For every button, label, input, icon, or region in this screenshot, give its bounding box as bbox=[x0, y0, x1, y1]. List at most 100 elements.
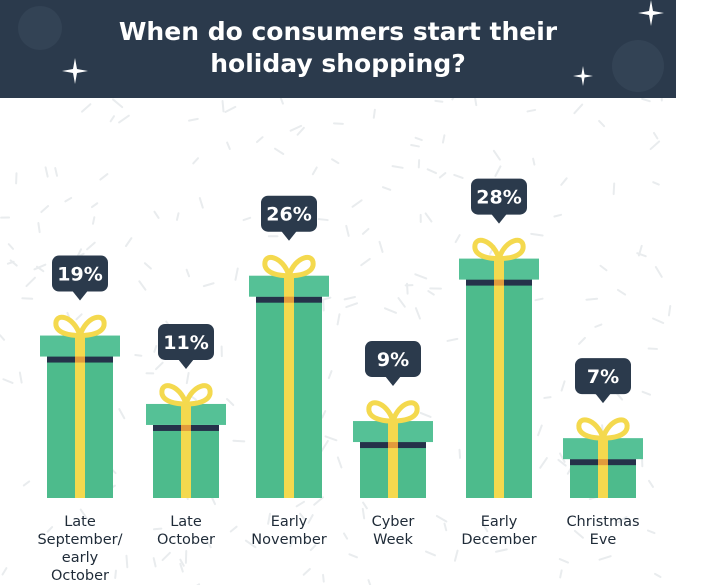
confetti-dash bbox=[298, 512, 306, 520]
bar-ribbon bbox=[388, 421, 398, 498]
value-bubble-pointer bbox=[281, 230, 297, 241]
confetti-dash bbox=[152, 527, 163, 531]
confetti-dash bbox=[559, 452, 566, 463]
category-label: Early December bbox=[461, 514, 536, 548]
confetti-dash bbox=[309, 544, 317, 552]
bar-ribbon-knot bbox=[181, 424, 191, 431]
category-label: Early November bbox=[251, 514, 326, 548]
category-label: Late September/early October bbox=[37, 514, 122, 584]
confetti-dash bbox=[255, 136, 264, 144]
confetti-dash bbox=[641, 98, 651, 103]
data-label: 28% bbox=[476, 187, 521, 209]
confetti-dash bbox=[153, 345, 158, 353]
confetti-dash bbox=[118, 114, 130, 124]
confetti-dash bbox=[289, 124, 303, 132]
confetti-dash bbox=[114, 569, 117, 579]
bar-ribbon bbox=[181, 403, 191, 498]
bar-ribbon-knot bbox=[598, 459, 608, 466]
category-label-line: early bbox=[62, 550, 99, 566]
confetti-dash bbox=[229, 525, 238, 533]
confetti-dash bbox=[91, 216, 96, 225]
confetti-dash bbox=[372, 108, 376, 119]
confetti-dash bbox=[109, 115, 116, 123]
confetti-dash bbox=[125, 554, 129, 569]
category-label-line: Christmas bbox=[566, 514, 639, 530]
confetti-dash bbox=[192, 157, 200, 165]
value-bubble-pointer bbox=[72, 290, 88, 301]
confetti-dash bbox=[155, 361, 164, 371]
confetti-dash bbox=[427, 290, 435, 296]
bar-ribbon-knot bbox=[75, 356, 85, 363]
confetti-dash bbox=[175, 212, 180, 221]
confetti-dash bbox=[18, 371, 23, 384]
confetti-dash bbox=[2, 378, 14, 384]
value-bubble-pointer bbox=[385, 376, 401, 387]
confetti-dash bbox=[0, 334, 6, 341]
confetti-dash bbox=[242, 216, 252, 222]
title-line-2: holiday shopping? bbox=[210, 49, 466, 78]
confetti-dash bbox=[54, 167, 59, 177]
confetti-dash bbox=[202, 282, 215, 288]
bow-loop-right bbox=[183, 383, 213, 407]
confetti-dash bbox=[654, 266, 663, 278]
category-label-line: Cyber bbox=[372, 514, 415, 530]
bar-ribbon-knot bbox=[494, 279, 504, 286]
confetti-dash bbox=[336, 456, 343, 469]
confetti-dash bbox=[649, 140, 661, 151]
category-label: Late October bbox=[157, 514, 215, 548]
sparkle-icon bbox=[638, 0, 664, 26]
gift-bow-icon bbox=[53, 314, 107, 339]
confetti-dash bbox=[46, 526, 54, 533]
confetti-dash bbox=[153, 210, 160, 219]
bow-loop-right bbox=[496, 237, 526, 262]
data-label: 19% bbox=[57, 264, 102, 286]
confetti-dash bbox=[534, 297, 544, 302]
sparkle-icon bbox=[62, 58, 88, 84]
confetti-dash bbox=[81, 103, 92, 113]
gift-bar: 7% bbox=[563, 358, 643, 498]
gift-bar: 28% bbox=[459, 178, 539, 498]
confetti-dash bbox=[226, 398, 235, 407]
confetti-dash bbox=[454, 234, 461, 244]
bow-loop-left bbox=[262, 254, 292, 279]
bow-loop-left bbox=[53, 314, 83, 339]
confetti-dash bbox=[302, 567, 311, 576]
value-bubble bbox=[471, 178, 527, 215]
confetti-dash bbox=[324, 435, 338, 442]
confetti-dash bbox=[179, 558, 185, 567]
gift-bow-icon bbox=[159, 383, 213, 407]
confetti-dash bbox=[351, 199, 363, 208]
confetti-dash bbox=[637, 244, 643, 257]
confetti-dash bbox=[40, 205, 50, 214]
confetti-dash bbox=[185, 268, 191, 278]
confetti-dash bbox=[22, 480, 31, 487]
bow-loop-right bbox=[390, 400, 420, 424]
confetti-dash bbox=[234, 267, 239, 281]
data-label: 11% bbox=[163, 332, 208, 354]
gift-bow-icon bbox=[576, 417, 630, 441]
category-label-line: Early bbox=[481, 514, 518, 530]
confetti-dash bbox=[414, 273, 428, 280]
confetti-dash bbox=[367, 579, 372, 585]
gift-bar: 19% bbox=[40, 255, 120, 498]
confetti-dash bbox=[537, 424, 543, 437]
confetti-dash bbox=[585, 297, 599, 301]
confetti-dash bbox=[481, 521, 489, 533]
confetti-dash bbox=[317, 218, 329, 222]
data-label: 26% bbox=[266, 204, 311, 226]
value-bubble bbox=[52, 255, 108, 292]
confetti-dash bbox=[296, 126, 305, 136]
value-bubble bbox=[261, 195, 317, 232]
confetti-dash bbox=[419, 411, 432, 418]
confetti-dash bbox=[345, 302, 359, 309]
confetti-dash bbox=[289, 538, 294, 548]
confetti-dash bbox=[495, 548, 508, 553]
confetti-dash bbox=[438, 172, 447, 179]
confetti-dash bbox=[435, 514, 448, 523]
confetti-dash bbox=[295, 500, 306, 508]
decorative-orb bbox=[18, 6, 62, 50]
confetti-dash bbox=[526, 108, 537, 113]
confetti-dash bbox=[426, 168, 438, 175]
gift-bow-icon bbox=[366, 400, 420, 424]
